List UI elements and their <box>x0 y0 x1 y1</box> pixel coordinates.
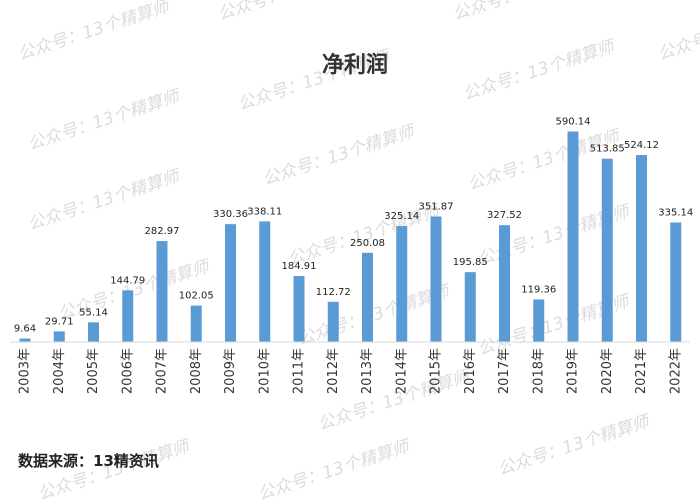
watermark-text: 公众号：13个精算师 <box>260 121 419 190</box>
data-label: 9.64 <box>14 324 36 335</box>
bar <box>499 225 510 342</box>
watermark-text: 公众号：13个精算师 <box>465 126 624 195</box>
x-tick-label: 2019年 <box>566 348 581 394</box>
data-label: 590.14 <box>556 117 591 128</box>
bar <box>293 276 305 342</box>
bar <box>190 305 202 342</box>
bar <box>567 131 579 342</box>
x-tick-label: 2022年 <box>668 348 683 394</box>
data-label: 112.72 <box>316 287 351 298</box>
bar <box>601 158 613 342</box>
data-label: 330.36 <box>213 209 248 220</box>
data-label: 250.08 <box>350 238 385 249</box>
bar <box>327 301 339 342</box>
data-label: 184.91 <box>282 261 317 272</box>
x-tick-label: 2005年 <box>86 348 101 394</box>
data-label: 102.05 <box>179 291 214 302</box>
x-tick-label: 2016年 <box>463 348 478 394</box>
data-label: 325.14 <box>384 211 419 222</box>
bar-series <box>19 131 682 342</box>
data-label: 144.79 <box>110 275 145 286</box>
x-tick-label: 2004年 <box>52 348 67 394</box>
x-tick-label: 2011年 <box>292 348 307 394</box>
bar <box>362 252 373 342</box>
x-tick-label: 2008年 <box>189 348 204 394</box>
data-label: 327.52 <box>487 210 522 221</box>
data-label: 55.14 <box>79 307 108 318</box>
data-label: 119.36 <box>521 284 556 295</box>
x-tick-label: 2017年 <box>497 348 512 394</box>
data-label: 282.97 <box>145 226 180 237</box>
x-tick-label: 2021年 <box>634 348 649 394</box>
x-tick-label: 2020年 <box>600 348 615 394</box>
bar <box>225 224 236 342</box>
data-label: 29.71 <box>45 316 74 327</box>
watermark-text: 公众号：13个精算师 <box>25 166 184 235</box>
watermark-text: 公众号：13个精算师 <box>495 411 654 480</box>
data-label: 195.85 <box>453 257 488 268</box>
x-tick-label: 2009年 <box>223 348 238 394</box>
x-tick-label: 2018年 <box>531 348 546 394</box>
data-label: 524.12 <box>624 140 659 151</box>
bar <box>464 272 476 342</box>
bar <box>19 338 31 342</box>
x-axis-ticks: 2003年 2004年 2005年 2006年 2007年 2008年 2009年 2010年… <box>18 348 684 394</box>
bar <box>88 322 99 342</box>
watermark-text: 公众号：13个精算师 <box>255 436 414 503</box>
x-tick-label: 2010年 <box>257 348 272 394</box>
x-tick-label: 2012年 <box>326 348 341 394</box>
watermark-text: 公众号：13个精算师 <box>15 0 174 65</box>
bar <box>53 331 65 342</box>
bar <box>670 222 682 342</box>
bar <box>636 155 647 342</box>
bar <box>122 290 134 342</box>
data-label: 513.85 <box>590 144 625 155</box>
watermark-text: 公众号：13个精算师 <box>450 0 609 25</box>
bar <box>156 241 168 342</box>
watermark-text: 公众号：13个精算师 <box>25 86 184 155</box>
data-label: 351.87 <box>419 202 454 213</box>
watermark-text: 公众号：13个精算师 <box>655 0 700 65</box>
x-tick-label: 2015年 <box>429 348 444 394</box>
watermark-text: 公众号：13个精算师 <box>460 36 619 105</box>
data-source-note: 数据来源：13精资讯 <box>18 452 159 470</box>
bar <box>533 299 545 342</box>
x-tick-label: 2007年 <box>155 348 170 394</box>
bar <box>396 226 408 342</box>
watermark-text: 公众号：13个精算师 <box>215 0 374 25</box>
x-tick-label: 2013年 <box>360 348 375 394</box>
x-tick-label: 2006年 <box>120 348 135 394</box>
data-label: 338.11 <box>247 206 282 217</box>
chart-title: 净利润 <box>322 52 388 78</box>
x-tick-label: 2014年 <box>394 348 409 394</box>
bar <box>259 221 271 342</box>
x-tick-label: 2003年 <box>18 348 33 394</box>
data-label: 335.14 <box>658 207 693 218</box>
bar <box>430 216 442 342</box>
